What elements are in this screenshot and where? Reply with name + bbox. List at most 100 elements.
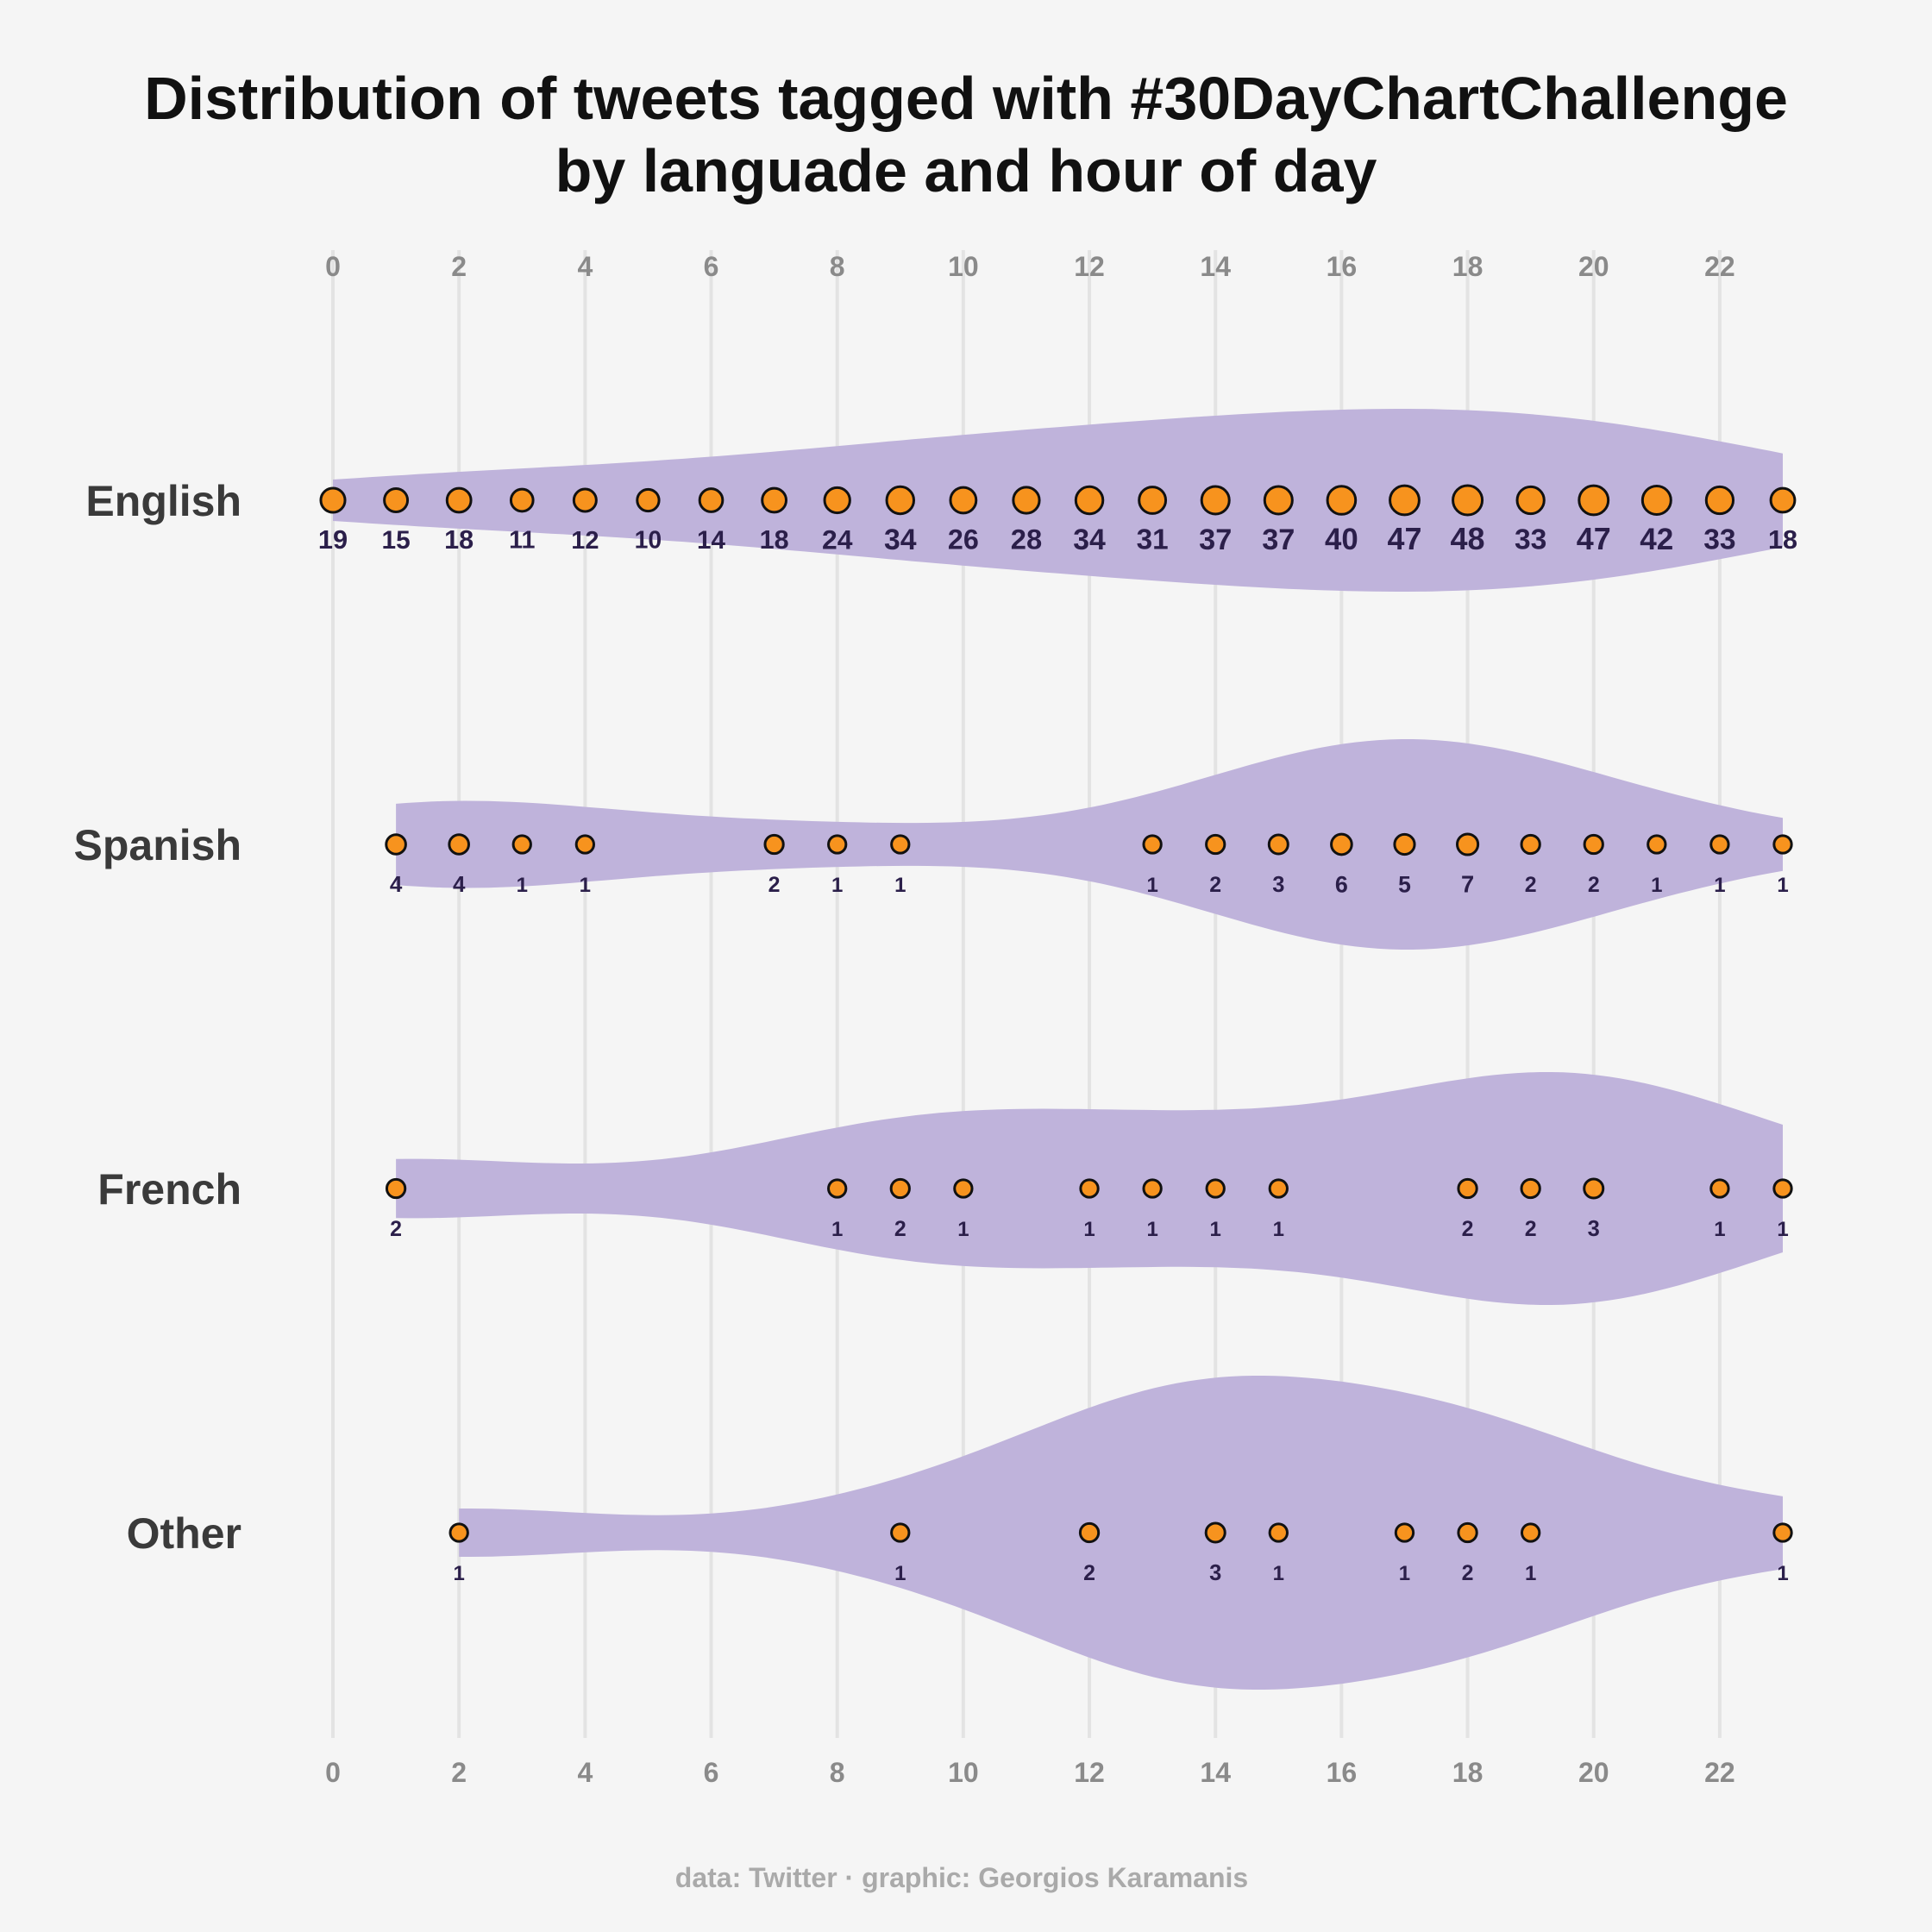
x-tick-label-top: 0 — [325, 251, 341, 282]
data-label: 1 — [1714, 874, 1725, 897]
row-label-other: Other — [127, 1509, 242, 1558]
row-label-english: English — [85, 477, 242, 525]
data-label: 34 — [884, 524, 917, 556]
data-label: 12 — [571, 527, 599, 555]
x-tick-label-top: 14 — [1200, 251, 1231, 282]
data-dot — [319, 486, 347, 514]
data-dot — [445, 486, 473, 514]
data-label: 4 — [390, 871, 403, 897]
x-tick-label-bottom: 0 — [325, 1757, 341, 1788]
data-label: 3 — [1588, 1217, 1600, 1241]
x-tick-label-bottom: 20 — [1578, 1757, 1609, 1788]
data-dot — [1583, 833, 1604, 856]
x-tick-label-bottom: 18 — [1452, 1757, 1484, 1788]
data-label: 26 — [948, 524, 979, 555]
x-tick-label-top: 8 — [830, 251, 845, 282]
row-label-spanish: Spanish — [74, 821, 242, 869]
data-dot — [1583, 1177, 1605, 1200]
data-dot — [1457, 1177, 1478, 1200]
data-dot — [448, 833, 470, 856]
x-tick-label-bottom: 22 — [1704, 1757, 1735, 1788]
x-tick-label-top: 6 — [704, 251, 719, 282]
data-label: 2 — [1083, 1561, 1095, 1585]
data-dot — [1521, 1522, 1541, 1543]
data-label: 37 — [1262, 524, 1295, 556]
data-label: 34 — [1073, 524, 1106, 556]
data-label: 48 — [1451, 521, 1485, 556]
data-label: 3 — [1272, 873, 1284, 897]
data-dot — [1640, 485, 1672, 516]
data-label: 24 — [822, 524, 853, 555]
data-label: 2 — [1525, 873, 1537, 897]
data-label: 18 — [760, 525, 789, 555]
violins — [333, 409, 1784, 1690]
data-dot — [1772, 834, 1793, 855]
data-dot — [1394, 1522, 1415, 1543]
x-tick-label-bottom: 6 — [704, 1757, 719, 1788]
data-dot — [1268, 1178, 1289, 1199]
data-dot — [1200, 485, 1231, 516]
data-label: 18 — [444, 525, 474, 555]
data-dot — [509, 487, 535, 513]
data-label: 1 — [517, 874, 528, 897]
data-dot — [827, 1178, 848, 1199]
data-dot — [1078, 1521, 1101, 1544]
x-tick-label-top: 20 — [1578, 251, 1609, 282]
data-dot — [636, 487, 661, 513]
x-tick-label-bottom: 8 — [830, 1757, 845, 1788]
data-dot — [1142, 834, 1163, 855]
x-tick-label-bottom: 4 — [577, 1757, 593, 1788]
data-label: 2 — [1462, 1217, 1474, 1241]
data-dot — [1515, 485, 1546, 516]
data-dot — [1772, 1522, 1793, 1543]
data-label: 1 — [1146, 1218, 1157, 1241]
data-dot — [1709, 1178, 1730, 1199]
data-label: 6 — [1335, 871, 1348, 897]
x-tick-label-bottom: 16 — [1327, 1757, 1358, 1788]
data-dot — [1074, 485, 1105, 516]
data-label: 33 — [1515, 524, 1546, 556]
data-dot — [1769, 486, 1797, 514]
chart-subtitle: by languade and hour of day — [555, 137, 1377, 204]
row-label-french: French — [97, 1165, 242, 1214]
data-dot — [1330, 832, 1353, 856]
row-labels: English Spanish French Other — [74, 477, 242, 1558]
data-dot — [763, 833, 785, 856]
data-label: 1 — [1083, 1218, 1095, 1241]
data-dot — [1578, 484, 1610, 517]
data-dot — [827, 834, 848, 855]
data-label: 1 — [1273, 1218, 1284, 1241]
data-dot — [889, 1177, 911, 1200]
data-dot — [1709, 834, 1730, 855]
x-tick-label-top: 16 — [1327, 251, 1358, 282]
data-dot — [761, 486, 788, 514]
data-dot — [885, 485, 916, 516]
data-dot — [1520, 1177, 1541, 1200]
data-label: 7 — [1461, 870, 1474, 897]
x-tick-label-top: 12 — [1074, 251, 1105, 282]
x-tick-label-top: 22 — [1704, 251, 1735, 282]
data-label: 1 — [580, 874, 591, 897]
data-label: 2 — [1209, 873, 1221, 897]
data-label: 37 — [1199, 524, 1232, 556]
data-label: 28 — [1011, 524, 1042, 555]
data-label: 18 — [1768, 525, 1797, 555]
violin-spanish — [396, 739, 1784, 950]
dots — [319, 484, 1797, 1544]
data-label: 1 — [831, 1218, 843, 1241]
data-label: 4 — [453, 871, 466, 897]
data-dot — [1204, 1521, 1226, 1544]
data-label: 1 — [1714, 1218, 1725, 1241]
x-tick-label-top: 18 — [1452, 251, 1484, 282]
data-label: 2 — [894, 1217, 906, 1241]
data-dot — [1772, 1178, 1793, 1199]
data-label: 1 — [1273, 1562, 1284, 1585]
data-dot — [1263, 485, 1294, 516]
data-dot — [1267, 833, 1289, 856]
x-tick-label-bottom: 14 — [1200, 1757, 1231, 1788]
data-dot — [1268, 1522, 1289, 1543]
data-label: 1 — [453, 1562, 464, 1585]
